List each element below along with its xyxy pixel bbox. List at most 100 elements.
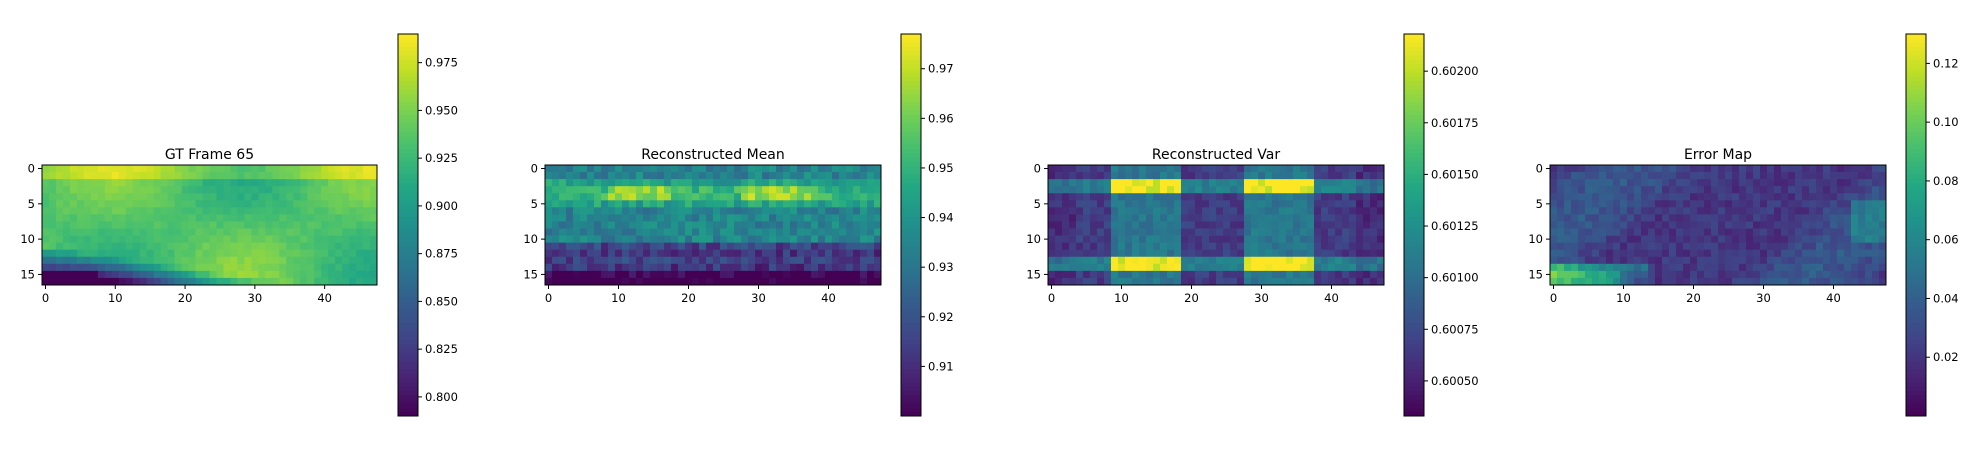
heatmap-cell (832, 277, 840, 286)
heatmap-cell (209, 179, 217, 187)
heatmap-cell (1146, 221, 1154, 229)
heatmap-cell (216, 256, 224, 265)
heatmap-cell (552, 193, 560, 201)
heatmap-cell (1118, 186, 1126, 194)
heatmap-cell (1683, 186, 1691, 194)
heatmap-cell (811, 256, 819, 265)
heatmap-cell (853, 193, 861, 201)
heatmap-cell (1314, 186, 1322, 194)
heatmap-cell (1328, 214, 1336, 222)
heatmap-cell (1872, 256, 1880, 265)
heatmap-cell (783, 179, 791, 187)
heatmap-cell (1321, 207, 1329, 215)
heatmap-cell (76, 221, 85, 229)
heatmap-cell (1564, 165, 1572, 173)
colorbar-segment (1404, 50, 1424, 56)
heatmap-cell (62, 200, 71, 208)
heatmap-cell (1230, 214, 1238, 222)
heatmap-cell (552, 200, 560, 208)
heatmap-cell (1202, 172, 1210, 180)
heatmap-cell (839, 270, 847, 279)
heatmap-cell (265, 179, 273, 187)
heatmap-cell (552, 179, 560, 187)
heatmap-cell (867, 270, 875, 279)
heatmap-cell (601, 263, 609, 272)
heatmap-cell (265, 256, 273, 265)
heatmap-cell (678, 221, 686, 229)
heatmap-cell (846, 221, 854, 229)
heatmap-cell (195, 263, 203, 272)
colorbar-segment (1906, 331, 1926, 336)
heatmap-cell (279, 235, 287, 243)
heatmap-cell (1760, 263, 1768, 272)
heatmap-cell (1620, 193, 1628, 201)
heatmap-cell (776, 270, 784, 279)
heatmap-cell (552, 263, 560, 272)
heatmap-cell (62, 242, 71, 251)
heatmap-cell (601, 270, 609, 279)
heatmap-cell (118, 214, 127, 222)
heatmap-cell (1592, 270, 1600, 279)
heatmap-cell (1202, 277, 1210, 286)
heatmap-cell (300, 179, 308, 187)
heatmap-cell (1669, 270, 1677, 279)
colorbar-segment (901, 394, 921, 400)
heatmap-cell (363, 186, 371, 194)
heatmap-cell (342, 277, 350, 286)
heatmap-cell (1711, 165, 1719, 173)
heatmap-cell (1216, 235, 1224, 243)
heatmap-cell (1181, 179, 1189, 187)
heatmap-cell (783, 263, 791, 272)
heatmap-cell (1634, 235, 1642, 243)
heatmap-cell (1683, 235, 1691, 243)
heatmap-cell (846, 277, 854, 286)
heatmap-cell (1314, 256, 1322, 265)
heatmap-cell (1564, 214, 1572, 222)
heatmap-cell (1830, 235, 1838, 243)
heatmap-cell (867, 172, 875, 180)
heatmap-cell (755, 270, 763, 279)
heatmap-cell (349, 193, 357, 201)
heatmap-cell (1774, 235, 1782, 243)
heatmap-cell (1809, 214, 1817, 222)
heatmap-cell (1550, 263, 1558, 272)
heatmap-cell (650, 165, 658, 173)
heatmap-cell (342, 186, 350, 194)
heatmap-cell (1809, 179, 1817, 187)
heatmap-cell (1258, 207, 1266, 215)
heatmap-cell (1216, 179, 1224, 187)
heatmap-cell (1335, 242, 1343, 251)
heatmap-cell (1634, 221, 1642, 229)
heatmap-cell (832, 214, 840, 222)
colorbar-segment (398, 140, 418, 145)
heatmap-cell (146, 263, 155, 272)
heatmap-cell (755, 214, 763, 222)
colorbar-segment (901, 229, 921, 234)
heatmap-cell (1823, 172, 1831, 180)
heatmap-cell (342, 172, 350, 180)
heatmap-cell (48, 228, 57, 236)
heatmap-cell (650, 221, 658, 229)
heatmap-cell (1557, 256, 1565, 265)
heatmap-cell (69, 235, 78, 243)
heatmap-cell (797, 263, 805, 272)
heatmap-cell (671, 270, 679, 279)
heatmap-cell (1613, 179, 1621, 187)
heatmap-cell (587, 256, 595, 265)
heatmap-cell (1167, 207, 1175, 215)
heatmap-cell (1641, 277, 1649, 286)
heatmap-cell (825, 207, 833, 215)
heatmap-cell (1844, 172, 1852, 180)
heatmap-cell (335, 207, 343, 215)
colorbar-segment (398, 55, 418, 60)
heatmap-cell (636, 228, 644, 236)
y-tick-label: 15 (523, 267, 538, 281)
heatmap-cell (1111, 235, 1119, 243)
heatmap-cell (1879, 249, 1887, 258)
heatmap-cell (573, 249, 581, 258)
heatmap-cell (1690, 228, 1698, 236)
heatmap-cell (1062, 242, 1070, 251)
colorbar-segment (1404, 123, 1424, 128)
heatmap-cell (1062, 172, 1070, 180)
heatmap-cell (265, 270, 273, 279)
